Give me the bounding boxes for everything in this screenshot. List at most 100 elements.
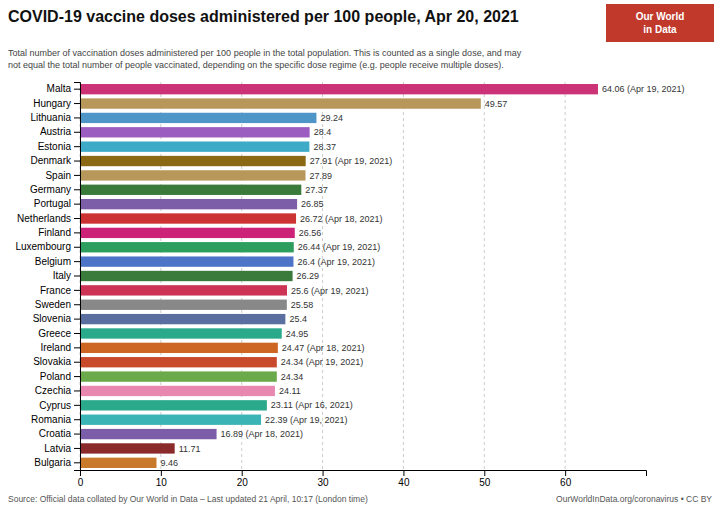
x-tick-label: 20 <box>237 477 249 488</box>
y-axis: MaltaHungaryLithuaniaAustriaEstoniaDenma… <box>15 83 80 471</box>
y-tick-mark <box>74 290 80 291</box>
y-tick-label: Slovenia <box>33 313 72 324</box>
y-tick-mark <box>74 448 80 449</box>
bar <box>80 443 175 453</box>
y-axis-line <box>74 83 81 471</box>
bar <box>80 256 293 266</box>
y-tick-mark <box>74 175 80 176</box>
bar <box>80 314 285 324</box>
y-tick-mark <box>74 204 80 205</box>
y-tick: Slovenia <box>33 313 80 324</box>
x-tick-label: 0 <box>78 477 84 488</box>
bar <box>80 429 217 439</box>
bar <box>80 400 267 410</box>
data-label: 24.95 <box>286 329 309 339</box>
y-tick: Denmark <box>30 155 80 166</box>
x-axis: 0102030405060 <box>78 470 647 488</box>
y-tick: Netherlands <box>17 213 80 224</box>
y-tick-mark <box>74 103 80 104</box>
y-tick-label: Portugal <box>34 198 71 209</box>
x-tick: 10 <box>156 470 168 488</box>
y-tick-mark <box>74 347 80 348</box>
data-label: 26.4 (Apr 19, 2021) <box>297 257 375 267</box>
y-tick-label: Denmark <box>30 155 72 166</box>
x-tick-label: 10 <box>156 477 168 488</box>
data-label: 64.06 (Apr 19, 2021) <box>602 84 685 94</box>
grid-line <box>322 82 323 470</box>
logo-line: in Data <box>643 24 677 35</box>
chart: COVID-19 vaccine doses administered per … <box>0 0 720 508</box>
y-tick-label: Finland <box>38 227 71 238</box>
y-tick: Croatia <box>39 428 80 439</box>
logo-box <box>606 4 714 42</box>
bar <box>80 343 278 353</box>
y-tick-label: Ireland <box>40 342 71 353</box>
y-tick: Bulgaria <box>34 457 80 468</box>
x-tick-label: 60 <box>560 477 572 488</box>
bar <box>80 458 156 468</box>
x-tick-label: 50 <box>479 477 491 488</box>
y-tick-mark <box>74 146 80 147</box>
y-tick: France <box>40 285 80 296</box>
y-tick: Lithuania <box>30 112 80 123</box>
y-tick: Greece <box>38 328 80 339</box>
x-tick-mark <box>242 470 243 476</box>
y-tick-label: Lithuania <box>30 112 71 123</box>
plot: 64.06 (Apr 19, 2021)49.5729.2428.428.372… <box>15 82 684 488</box>
bars <box>80 84 598 468</box>
y-tick-label: Malta <box>47 83 72 94</box>
bar <box>80 271 293 281</box>
grid-line <box>484 82 485 470</box>
data-label: 24.34 (Apr 19, 2021) <box>281 357 364 367</box>
y-tick-mark <box>74 276 80 277</box>
bar <box>80 357 277 367</box>
y-tick: Luxembourg <box>15 241 80 252</box>
title: COVID-19 vaccine doses administered per … <box>8 8 519 25</box>
y-tick-mark <box>74 218 80 219</box>
y-tick: Romania <box>31 414 80 425</box>
y-tick-mark <box>74 117 80 118</box>
y-tick: Austria <box>40 126 80 137</box>
y-tick-label: Czechia <box>35 385 72 396</box>
bar <box>80 84 598 94</box>
y-tick: Latvia <box>44 443 80 454</box>
y-tick-mark <box>74 232 80 233</box>
y-tick-label: Bulgaria <box>34 457 71 468</box>
bar <box>80 285 287 295</box>
data-label: 9.46 <box>160 458 178 468</box>
bar <box>80 386 275 396</box>
data-label: 25.6 (Apr 19, 2021) <box>291 286 369 296</box>
x-tick: 40 <box>398 470 410 488</box>
bar <box>80 328 282 338</box>
y-tick-mark <box>74 434 80 435</box>
y-tick-mark <box>74 304 80 305</box>
logo-text: Our World in Data <box>636 11 685 35</box>
y-tick-mark <box>74 319 80 320</box>
y-tick: Ireland <box>40 342 80 353</box>
x-tick-mark <box>565 470 566 476</box>
y-tick-label: Italy <box>53 270 71 281</box>
x-tick-mark <box>323 470 324 476</box>
bar <box>80 98 481 108</box>
data-label: 27.89 <box>310 171 333 181</box>
y-tick-label: Poland <box>40 371 71 382</box>
y-tick: Portugal <box>34 198 80 209</box>
y-tick-label: Austria <box>40 126 72 137</box>
y-tick-mark <box>74 390 80 391</box>
data-label: 24.47 (Apr 18, 2021) <box>282 343 365 353</box>
y-tick: Estonia <box>38 141 80 152</box>
x-tick-mark <box>161 470 162 476</box>
data-label: 25.4 <box>289 314 307 324</box>
y-tick-label: Croatia <box>39 428 72 439</box>
y-tick: Spain <box>45 170 80 181</box>
y-tick: Malta <box>47 83 80 94</box>
y-tick-mark <box>74 462 80 463</box>
bar <box>80 156 306 166</box>
y-tick-label: Netherlands <box>17 213 71 224</box>
logo-line: Our World <box>636 11 685 22</box>
x-tick: 20 <box>237 470 249 488</box>
y-tick-mark <box>74 376 80 377</box>
y-tick-mark <box>74 261 80 262</box>
data-label: 29.24 <box>320 113 343 123</box>
y-tick-mark <box>74 333 80 334</box>
